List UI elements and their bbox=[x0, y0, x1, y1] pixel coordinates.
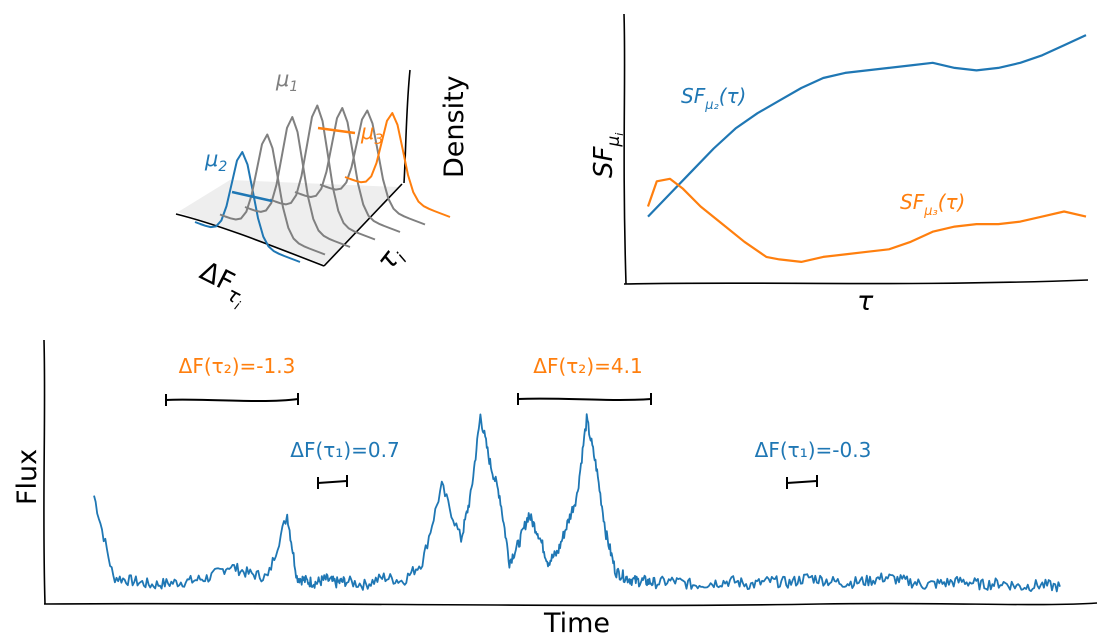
sf-series-line-1 bbox=[647, 34, 1087, 218]
density-ylabel: Density bbox=[439, 75, 470, 178]
density-curve-2 bbox=[219, 133, 326, 256]
sf-orange-series-label: SFμ₃(τ) bbox=[900, 190, 965, 219]
flux-y-axis bbox=[43, 339, 46, 605]
annotation-1: ΔF(τ₂)=-1.3 bbox=[179, 354, 296, 378]
sf-xlabel: τ bbox=[857, 286, 874, 317]
density-panel: Density ΔFτi τi μ1 μ2 μ3 bbox=[175, 67, 470, 314]
bracket-3 bbox=[517, 393, 652, 405]
sf-blue-series-label: SFμ₂(τ) bbox=[681, 84, 746, 113]
flux-x-axis bbox=[43, 602, 1098, 607]
density-curve-1 bbox=[194, 151, 301, 263]
flux-panel: ΔF(τ₂)=-1.3 ΔF(τ₁)=0.7 ΔF(τ₂)=4.1 ΔF(τ₁)… bbox=[12, 339, 1098, 637]
sf-y-axis bbox=[623, 13, 627, 285]
mu2-label: μ2 bbox=[204, 147, 227, 175]
density-curves bbox=[194, 104, 451, 263]
flux-xlabel: Time bbox=[543, 608, 610, 637]
mu3-mean-marker bbox=[317, 126, 356, 135]
density-base-axis bbox=[175, 213, 325, 267]
annotation-4: ΔF(τ₁)=-0.3 bbox=[755, 438, 872, 462]
bracket-4 bbox=[786, 475, 818, 489]
density-curve-4 bbox=[269, 104, 376, 241]
mu1-label: μ1 bbox=[275, 67, 298, 95]
density-zlabel: τi bbox=[371, 240, 412, 278]
bracket-1 bbox=[165, 393, 299, 406]
density-xlabel: ΔFτi bbox=[191, 256, 254, 314]
sf-series-line-2 bbox=[646, 177, 1087, 263]
mu3-label: μ3 bbox=[360, 120, 383, 148]
density-curve-5 bbox=[294, 107, 401, 233]
flux-ylabel: Flux bbox=[12, 449, 43, 505]
density-curve-7 bbox=[344, 112, 451, 218]
density-curve-3 bbox=[244, 116, 351, 248]
bracket-2 bbox=[317, 475, 348, 489]
annotation-3: ΔF(τ₂)=4.1 bbox=[533, 354, 642, 378]
flux-series-line bbox=[93, 413, 1061, 593]
mu2-mean-marker bbox=[231, 190, 273, 203]
density-vertical-axis bbox=[403, 69, 411, 184]
density-curve-6 bbox=[319, 109, 426, 226]
sf-panel: SFμi τ SFμ₂(τ) SFμ₃(τ) bbox=[589, 13, 1089, 317]
sf-ylabel: SFμi bbox=[589, 133, 626, 178]
annotation-2: ΔF(τ₁)=0.7 bbox=[290, 438, 399, 462]
flux-line bbox=[93, 413, 1061, 593]
sf-lines bbox=[646, 34, 1087, 263]
sf-x-axis bbox=[623, 279, 1089, 285]
